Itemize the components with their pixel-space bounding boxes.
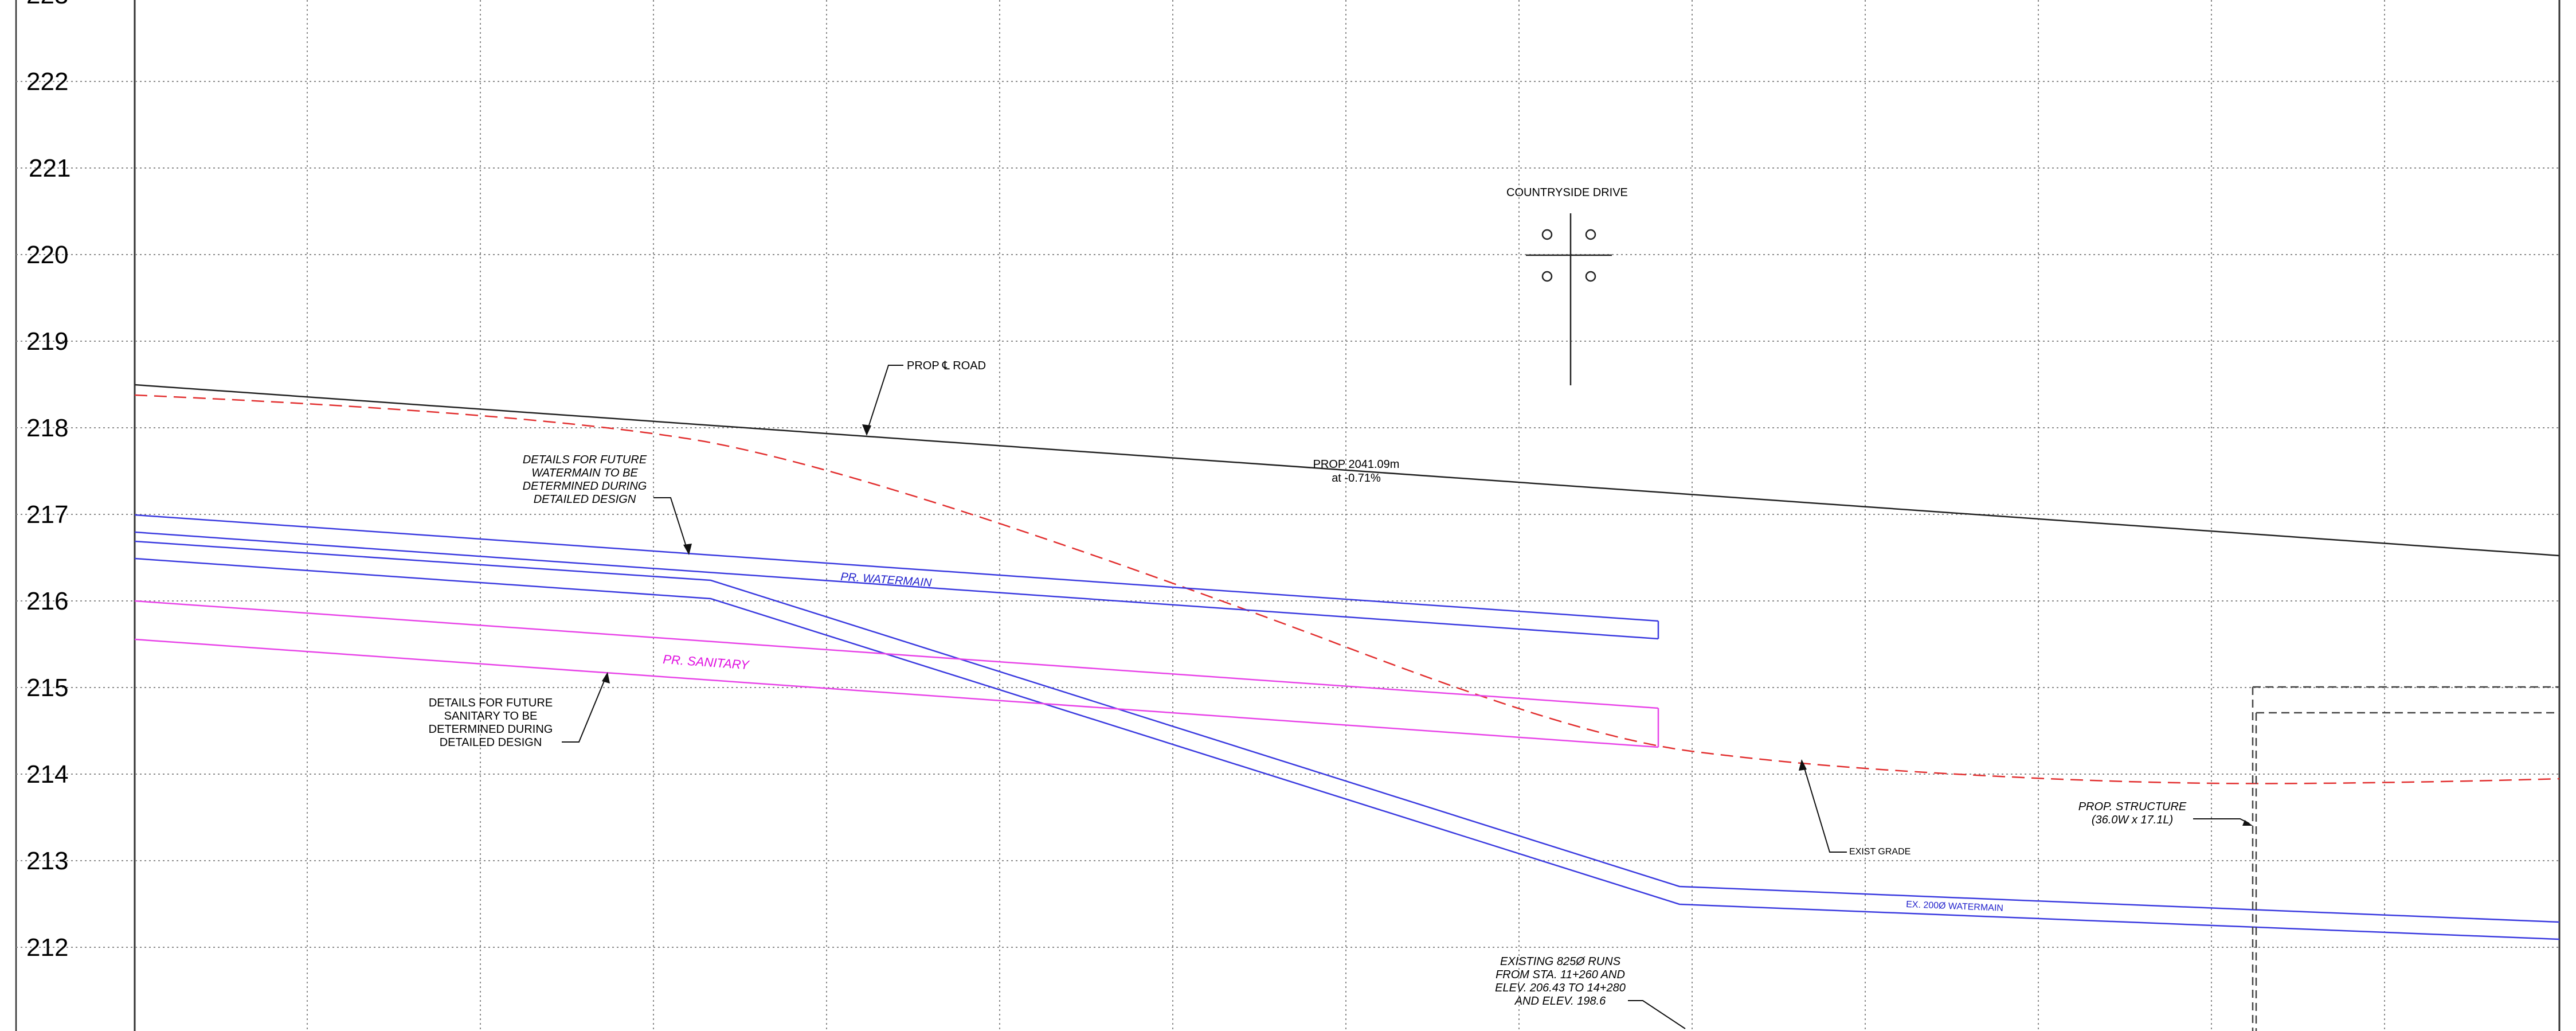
elevation-label-215: 215 bbox=[26, 674, 68, 702]
watermain-top-line bbox=[134, 514, 1659, 622]
road-label: PROP ℄ ROAD bbox=[907, 360, 986, 372]
elevation-label-214: 214 bbox=[26, 760, 68, 788]
sanitary-note-arrowhead bbox=[602, 672, 610, 684]
elevation-label-212: 212 bbox=[26, 934, 68, 962]
watermain-note-line-4: DETAILED DESIGN bbox=[534, 493, 636, 506]
elevation-label-217: 217 bbox=[26, 501, 68, 529]
sanitary-note-line-3: DETERMINED DURING bbox=[429, 723, 553, 736]
existing-sewer-note-leader bbox=[1628, 1000, 1686, 1029]
road-label-arrowhead bbox=[862, 424, 871, 436]
sanitary-top-line bbox=[134, 600, 1659, 709]
intersection-label: COUNTRYSIDE DRIVE bbox=[1506, 186, 1628, 199]
elevation-label-213: 213 bbox=[26, 847, 68, 875]
elevation-label-216: 216 bbox=[26, 587, 68, 615]
intersection-symbol: COUNTRYSIDE DRIVE bbox=[1506, 186, 1628, 385]
sanitary-note-line-1: DETAILS FOR FUTURE bbox=[429, 697, 553, 709]
sanitary-note-leader bbox=[562, 675, 607, 743]
sanitary-note: DETAILS FOR FUTURE SANITARY TO BE DETERM… bbox=[429, 697, 553, 749]
intersection-marker-circle bbox=[1541, 229, 1553, 240]
existing-sewer-note-line-2: FROM STA. 11+260 AND bbox=[1496, 968, 1625, 981]
proposed-road-profile bbox=[134, 384, 2560, 557]
proposed-sanitary bbox=[134, 600, 1659, 748]
elevation-label-220: 220 bbox=[26, 241, 68, 269]
watermain-note: DETAILS FOR FUTURE WATERMAIN TO BE DETER… bbox=[523, 454, 647, 506]
road-label-leader bbox=[866, 365, 903, 433]
elevation-label-222: 222 bbox=[26, 68, 68, 96]
watermain-note-line-3: DETERMINED DURING bbox=[523, 480, 647, 493]
watermain-note-arrowhead bbox=[683, 544, 692, 555]
structure-label-arrowhead bbox=[2242, 820, 2253, 826]
station-grid bbox=[307, 0, 2385, 1031]
existing-watermain bbox=[134, 540, 2560, 940]
elevation-labels: 223 222 221 220 219 218 217 216 215 214 … bbox=[26, 0, 71, 962]
existing-sewer-note: EXISTING 825Ø RUNS FROM STA. 11+260 AND … bbox=[1495, 955, 1626, 1007]
watermain-bottom-line bbox=[134, 531, 1659, 640]
proposed-watermain bbox=[134, 514, 1659, 640]
sanitary-bottom-line bbox=[134, 638, 1659, 748]
existing-watermain-label: EX. 200Ø WATERMAIN bbox=[1906, 900, 2003, 913]
elevation-label-221: 221 bbox=[29, 154, 71, 182]
elevation-grid bbox=[16, 81, 2559, 948]
road-grade-slope: at -0.71% bbox=[1332, 472, 1381, 485]
intersection-marker-circle bbox=[1585, 271, 1596, 282]
existing-watermain-bottom-line bbox=[134, 557, 2560, 940]
sanitary-note-line-2: SANITARY TO BE bbox=[444, 710, 538, 723]
watermain-note-line-2: WATERMAIN TO BE bbox=[531, 467, 638, 479]
existing-grade-profile bbox=[134, 394, 2560, 784]
road-grade-length: PROP 2041.09m bbox=[1313, 458, 1400, 471]
sanitary-note-line-4: DETAILED DESIGN bbox=[440, 736, 542, 749]
existing-sewer-note-line-4: AND ELEV. 198.6 bbox=[1514, 995, 1606, 1007]
elevation-label-218: 218 bbox=[26, 414, 68, 442]
watermain-note-leader bbox=[653, 497, 688, 552]
structure-label-line-2: (36.0W x 17.1L) bbox=[2092, 814, 2173, 826]
existing-sewer-note-line-3: ELEV. 206.43 TO 14+280 bbox=[1495, 982, 1626, 994]
intersection-marker-circle bbox=[1541, 271, 1553, 282]
elevation-label-223: 223 bbox=[26, 0, 68, 9]
proposed-structure bbox=[2252, 686, 2559, 1031]
existing-grade-label: EXIST GRADE bbox=[1849, 847, 1911, 857]
structure-label-line-1: PROP. STRUCTURE bbox=[2078, 800, 2187, 813]
existing-sewer-note-line-1: EXISTING 825Ø RUNS bbox=[1500, 955, 1621, 968]
existing-grade-leader bbox=[1802, 762, 1847, 853]
watermain-note-line-1: DETAILS FOR FUTURE bbox=[523, 454, 647, 466]
intersection-marker-circle bbox=[1585, 229, 1596, 240]
existing-watermain-top-line bbox=[134, 540, 2560, 923]
existing-grade-arrowhead bbox=[1799, 759, 1807, 771]
elevation-label-219: 219 bbox=[26, 327, 68, 356]
